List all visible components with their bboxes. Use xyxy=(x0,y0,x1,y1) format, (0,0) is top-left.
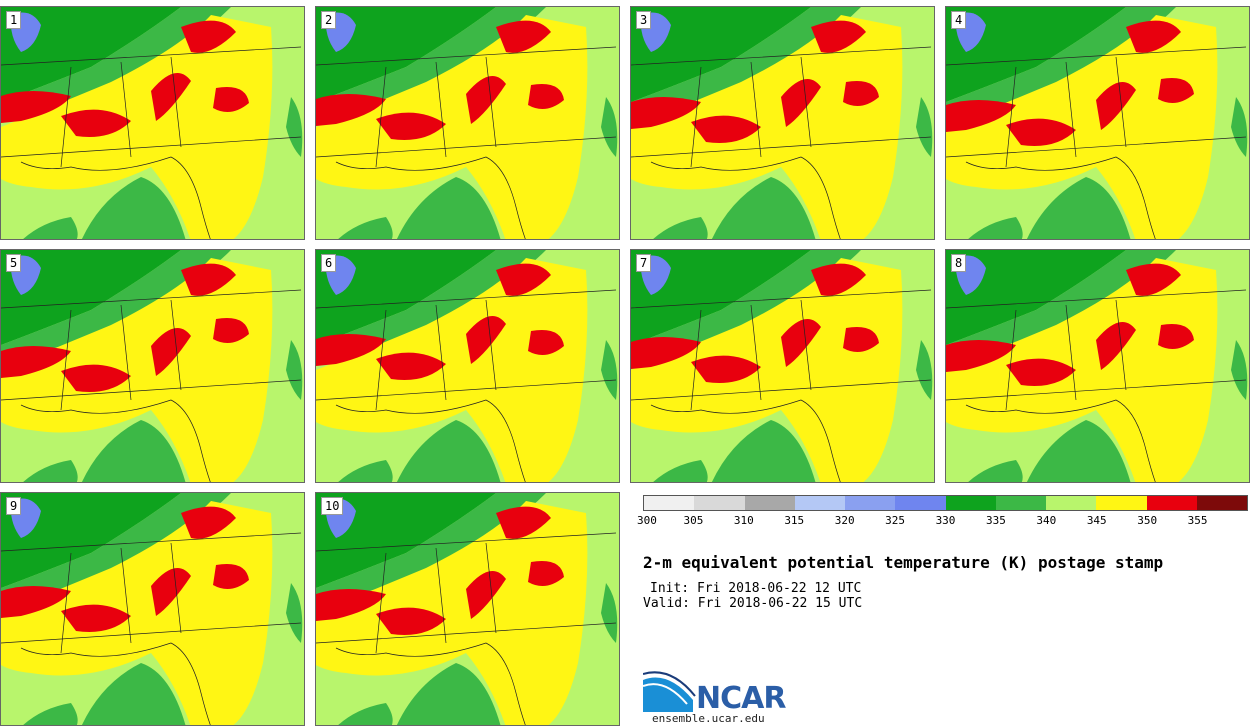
colorbar-tick-label: 325 xyxy=(885,514,906,527)
equivalent-potential-temperature-map xyxy=(946,250,1248,482)
colorbar-swatch xyxy=(1046,496,1097,510)
equivalent-potential-temperature-map xyxy=(1,7,303,239)
map-panel-3: 3 xyxy=(630,6,935,240)
equivalent-potential-temperature-map xyxy=(946,7,1248,239)
map-panel-6: 6 xyxy=(315,249,620,483)
colorbar-swatch xyxy=(895,496,946,510)
site-url[interactable]: ensemble.ucar.edu xyxy=(652,712,765,725)
member-label: 9 xyxy=(6,497,22,515)
member-label: 8 xyxy=(951,254,967,272)
colorbar-tick-label: 305 xyxy=(683,514,704,527)
member-label: 7 xyxy=(636,254,652,272)
colorbar xyxy=(643,495,1248,511)
colorbar-swatch xyxy=(995,496,1046,510)
map-panel-5: 5 xyxy=(0,249,305,483)
colorbar-tick-label: 335 xyxy=(985,514,1006,527)
map-panel-7: 7 xyxy=(630,249,935,483)
member-label: 1 xyxy=(6,11,22,29)
member-label: 3 xyxy=(636,11,652,29)
member-label: 2 xyxy=(321,11,337,29)
map-panel-9: 9 xyxy=(0,492,305,726)
equivalent-potential-temperature-map xyxy=(1,493,303,725)
colorbar-swatch xyxy=(1146,496,1197,510)
colorbar-tick-label: 320 xyxy=(834,514,855,527)
colorbar-swatch xyxy=(794,496,845,510)
colorbar-tick-label: 310 xyxy=(733,514,754,527)
colorbar-tick-label: 340 xyxy=(1036,514,1057,527)
map-panel-8: 8 xyxy=(945,249,1250,483)
colorbar-tick-label: 355 xyxy=(1187,514,1208,527)
colorbar-tick-label: 350 xyxy=(1137,514,1158,527)
equivalent-potential-temperature-map xyxy=(631,250,933,482)
equivalent-potential-temperature-map xyxy=(316,7,618,239)
logo-text: NCAR xyxy=(696,681,786,716)
colorbar-swatch xyxy=(744,496,795,510)
map-panel-10: 10 xyxy=(315,492,620,726)
member-label: 4 xyxy=(951,11,967,29)
colorbar-swatch xyxy=(1196,496,1247,510)
colorbar-swatch xyxy=(945,496,996,510)
init-time: Init: Fri 2018-06-22 12 UTC xyxy=(650,581,862,596)
colorbar-tick-label: 300 xyxy=(637,514,657,527)
equivalent-potential-temperature-map xyxy=(631,7,933,239)
colorbar-swatch xyxy=(694,496,745,510)
equivalent-potential-temperature-map xyxy=(316,493,618,725)
ncar-logo-icon xyxy=(643,671,696,712)
colorbar-tick-label: 345 xyxy=(1086,514,1107,527)
member-label: 6 xyxy=(321,254,337,272)
colorbar-swatch xyxy=(845,496,896,510)
map-panel-2: 2 xyxy=(315,6,620,240)
colorbar-tick-label: 315 xyxy=(784,514,805,527)
valid-time: Valid: Fri 2018-06-22 15 UTC xyxy=(643,596,863,611)
colorbar-ticks: 300 305 310 315 320 325 330 335 340 345 350 355 xyxy=(637,514,1248,528)
equivalent-potential-temperature-map xyxy=(1,250,303,482)
colorbar-swatch xyxy=(644,496,695,510)
colorbar-tick-label: 330 xyxy=(935,514,956,527)
map-panel-4: 4 xyxy=(945,6,1250,240)
member-label: 10 xyxy=(321,497,344,515)
map-panel-1: 1 xyxy=(0,6,305,240)
plot-title: 2-m equivalent potential temperature (K)… xyxy=(643,553,1164,572)
colorbar-swatch xyxy=(1096,496,1147,510)
member-label: 5 xyxy=(6,254,22,272)
equivalent-potential-temperature-map xyxy=(316,250,618,482)
